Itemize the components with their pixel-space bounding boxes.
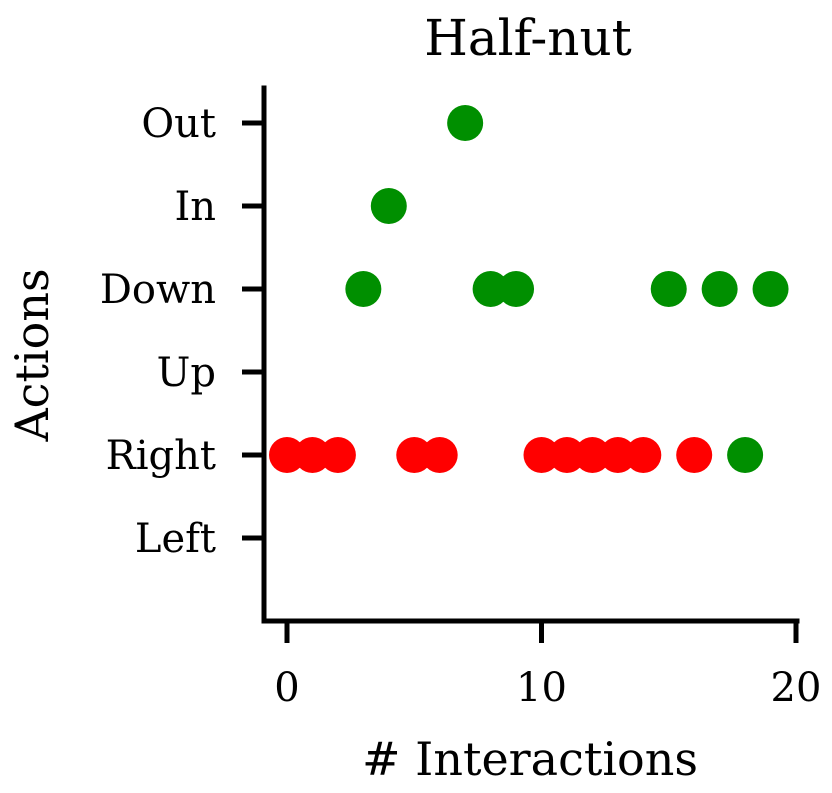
data-point-12 <box>574 437 611 473</box>
data-point-1 <box>294 437 331 473</box>
y-ticks: Left Right Up Down In Out <box>100 101 264 562</box>
data-point-7 <box>447 105 484 141</box>
data-point-9 <box>498 271 535 307</box>
data-point-10 <box>523 437 560 473</box>
data-points <box>269 105 789 473</box>
y-tick-label-in: In <box>174 184 216 230</box>
chart-title: Half-nut <box>424 9 632 67</box>
data-point-14 <box>625 437 662 473</box>
y-tick-label-down: Down <box>100 267 216 313</box>
y-tick-label-up: Up <box>157 350 216 396</box>
y-tick-label-right: Right <box>106 433 216 479</box>
x-axis-label: # Interactions <box>362 732 698 786</box>
data-point-16 <box>676 437 713 473</box>
y-tick-label-left: Left <box>135 516 216 562</box>
data-point-18 <box>727 437 764 473</box>
data-point-17 <box>701 271 738 307</box>
data-point-19 <box>752 271 789 307</box>
data-point-13 <box>599 437 636 473</box>
data-point-4 <box>370 188 407 224</box>
data-point-0 <box>269 437 305 473</box>
y-tick-label-out: Out <box>141 101 216 147</box>
data-point-15 <box>650 271 687 307</box>
x-tick-label-20: 20 <box>771 665 822 711</box>
x-tick-label-0: 0 <box>274 665 299 711</box>
x-ticks: 0 10 20 <box>274 621 821 711</box>
data-point-6 <box>421 437 458 473</box>
data-point-11 <box>548 437 585 473</box>
data-point-5 <box>396 437 433 473</box>
y-axis-label: Actions <box>5 268 59 442</box>
x-tick-label-10: 10 <box>516 665 567 711</box>
data-point-2 <box>319 437 356 473</box>
data-point-3 <box>345 271 382 307</box>
data-point-8 <box>472 271 509 307</box>
